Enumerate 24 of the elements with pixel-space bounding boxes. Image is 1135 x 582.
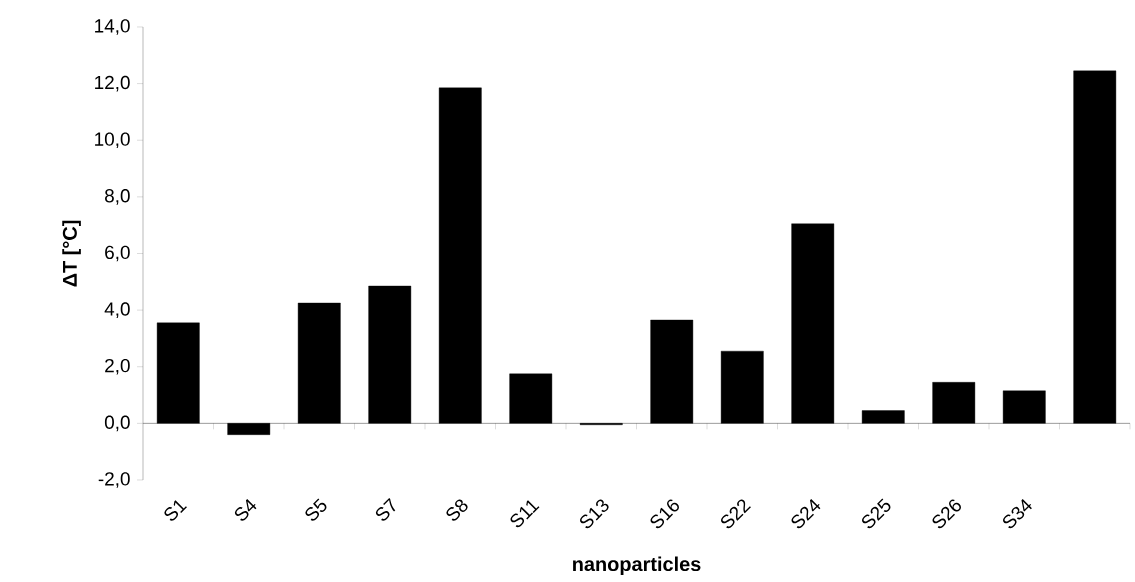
y-tick-label: 8,0	[105, 189, 130, 205]
y-tick-label: 6,0	[105, 245, 130, 262]
y-axis-title: ΔT [°C]	[62, 220, 81, 287]
x-tick-label: S11	[510, 500, 540, 528]
x-tick-label: S26	[932, 499, 961, 529]
x-axis-title: nanoparticles	[573, 556, 701, 576]
x-tick-label: S13	[579, 499, 609, 529]
x-tick-label: S22	[720, 499, 751, 529]
x-tick-label: S5	[305, 498, 327, 521]
x-tick-label: S8	[446, 499, 468, 521]
y-tick-label: 2,0	[105, 358, 130, 375]
x-tick-label: S16	[650, 499, 679, 529]
x-tick-label: S34	[1002, 499, 1032, 529]
y-tick-label: 4,0	[104, 302, 130, 318]
x-tick-label: S24	[791, 499, 821, 529]
y-tick-label: 0,0	[104, 415, 130, 432]
x-tick-label: S1	[164, 500, 187, 521]
y-tick-label: 12,0	[95, 75, 130, 92]
x-tick-label: S4	[234, 499, 257, 521]
y-tick-label: 10,0	[95, 132, 130, 149]
y-tick-label: -2,0	[98, 472, 130, 488]
x-tick-label: S7	[375, 497, 396, 521]
x-tick-label: S25	[861, 498, 891, 529]
y-tick-label: 14,0	[95, 19, 130, 35]
